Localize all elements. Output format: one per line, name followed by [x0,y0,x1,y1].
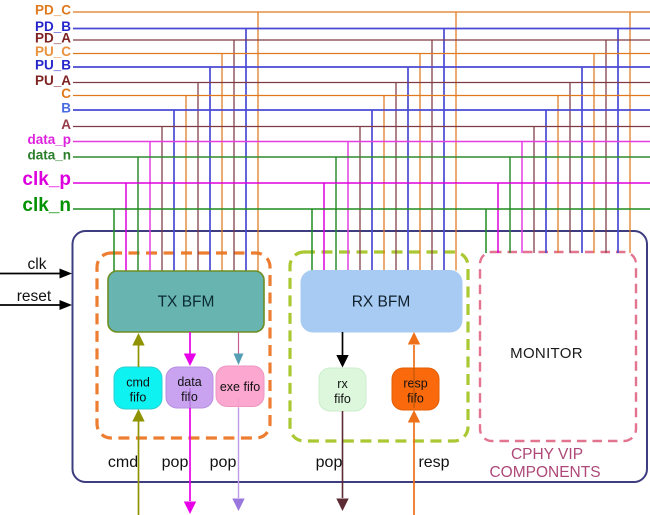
svg-text:resp: resp [403,377,427,391]
svg-text:pop: pop [316,454,343,471]
svg-text:resp: resp [418,454,449,471]
svg-text:PD_C: PD_C [35,3,71,18]
svg-text:data: data [177,375,201,389]
svg-text:C: C [61,86,71,101]
svg-text:TX BFM: TX BFM [158,294,215,311]
svg-text:pop: pop [162,454,189,471]
svg-text:fifo: fifo [334,392,351,406]
svg-text:clk_p: clk_p [22,169,71,190]
svg-text:pop: pop [210,454,237,471]
svg-text:COMPONENTS: COMPONENTS [489,464,600,481]
svg-text:data_n: data_n [27,148,71,163]
svg-text:PU_C: PU_C [35,44,71,59]
svg-text:data_p: data_p [27,132,71,147]
svg-text:CPHY VIP: CPHY VIP [511,446,583,463]
svg-text:MONITOR: MONITOR [510,345,583,362]
svg-text:cmd: cmd [108,454,138,471]
svg-text:cmd: cmd [126,376,150,390]
svg-text:PD_A: PD_A [35,31,71,46]
svg-text:PU_A: PU_A [35,73,71,88]
svg-text:fifo: fifo [130,391,147,405]
svg-text:rx: rx [337,377,348,391]
svg-text:clk: clk [28,256,47,273]
svg-text:clk_n: clk_n [22,195,71,216]
svg-text:A: A [61,117,71,132]
svg-text:PD_B: PD_B [35,19,71,34]
svg-text:PU_B: PU_B [35,58,71,73]
svg-text:B: B [61,101,71,116]
svg-text:RX BFM: RX BFM [352,294,411,311]
svg-text:reset: reset [17,288,52,305]
svg-text:exe fifo: exe fifo [220,380,260,394]
svg-text:fifo: fifo [407,392,424,406]
